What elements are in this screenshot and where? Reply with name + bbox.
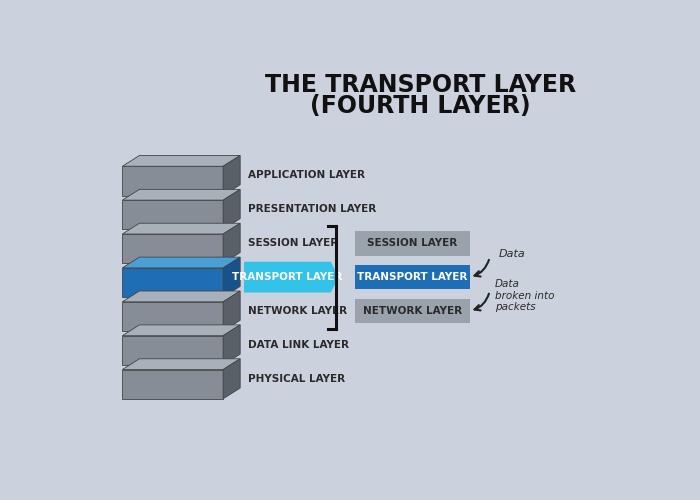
Text: Data: Data: [499, 249, 526, 259]
Text: TRANSPORT LAYER: TRANSPORT LAYER: [357, 272, 468, 282]
Text: TRANSPORT LAYER: TRANSPORT LAYER: [232, 272, 342, 282]
Text: PHYSICAL LAYER: PHYSICAL LAYER: [248, 374, 345, 384]
Polygon shape: [122, 200, 223, 230]
Text: NETWORK LAYER: NETWORK LAYER: [248, 306, 347, 316]
Text: NETWORK LAYER: NETWORK LAYER: [363, 306, 462, 316]
Polygon shape: [122, 302, 223, 331]
Text: (FOURTH LAYER): (FOURTH LAYER): [310, 94, 531, 118]
Polygon shape: [223, 223, 240, 264]
Polygon shape: [223, 190, 240, 230]
Polygon shape: [223, 359, 240, 399]
Polygon shape: [122, 359, 240, 370]
Polygon shape: [122, 257, 240, 268]
Polygon shape: [122, 166, 223, 196]
Polygon shape: [223, 325, 240, 365]
FancyBboxPatch shape: [355, 265, 470, 289]
Polygon shape: [244, 262, 339, 292]
Polygon shape: [122, 223, 240, 234]
Polygon shape: [122, 291, 240, 302]
Polygon shape: [122, 336, 223, 365]
Polygon shape: [122, 325, 240, 336]
Text: Data
broken into
packets: Data broken into packets: [495, 279, 554, 312]
Text: SESSION LAYER: SESSION LAYER: [248, 238, 338, 248]
Polygon shape: [122, 268, 223, 297]
Text: PRESENTATION LAYER: PRESENTATION LAYER: [248, 204, 376, 214]
Text: SESSION LAYER: SESSION LAYER: [367, 238, 457, 248]
Polygon shape: [122, 234, 223, 264]
Polygon shape: [223, 291, 240, 331]
FancyBboxPatch shape: [355, 298, 470, 324]
Text: APPLICATION LAYER: APPLICATION LAYER: [248, 170, 365, 180]
Polygon shape: [223, 156, 240, 196]
FancyBboxPatch shape: [355, 231, 470, 256]
Polygon shape: [122, 156, 240, 166]
Polygon shape: [122, 370, 223, 399]
Polygon shape: [122, 190, 240, 200]
Polygon shape: [223, 257, 240, 297]
Text: THE TRANSPORT LAYER: THE TRANSPORT LAYER: [265, 72, 576, 96]
Text: DATA LINK LAYER: DATA LINK LAYER: [248, 340, 349, 350]
